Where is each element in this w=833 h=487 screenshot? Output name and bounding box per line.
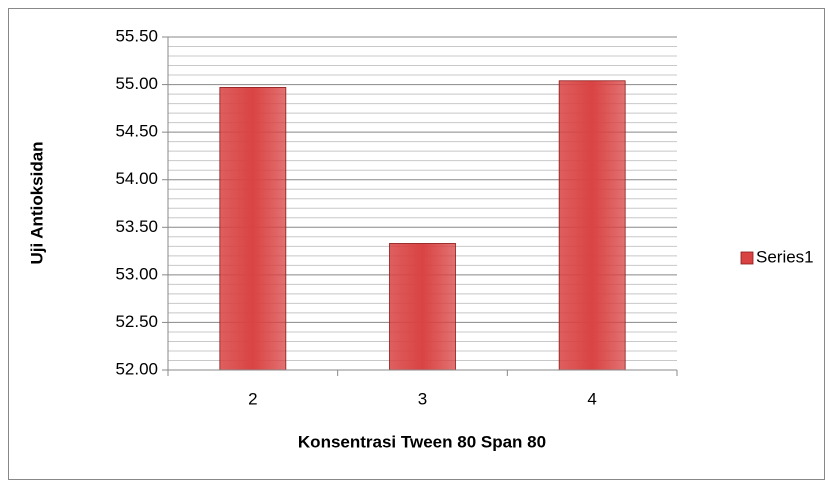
y-tick-label: 52.00: [115, 359, 158, 378]
y-tick-label: 52.50: [115, 312, 158, 331]
y-tick-label: 53.00: [115, 264, 158, 283]
y-tick-label: 54.50: [115, 122, 158, 141]
x-tick-label: 3: [418, 389, 427, 408]
legend-swatch: [740, 251, 754, 265]
bar: [219, 87, 287, 371]
legend-label: Series1: [756, 247, 814, 266]
y-tick-label: 53.50: [115, 217, 158, 236]
y-tick-label: 55.00: [115, 74, 158, 93]
x-tick-label: 2: [248, 389, 257, 408]
bar: [558, 80, 626, 371]
y-axis-label: Uji Antioksidan: [27, 141, 46, 264]
bar: [389, 243, 456, 371]
y-tick-label: 54.00: [115, 169, 158, 188]
x-tick-label: 4: [587, 389, 596, 408]
x-axis-label: Konsentrasi Tween 80 Span 80: [298, 432, 546, 451]
y-tick-label: 55.50: [115, 26, 158, 45]
